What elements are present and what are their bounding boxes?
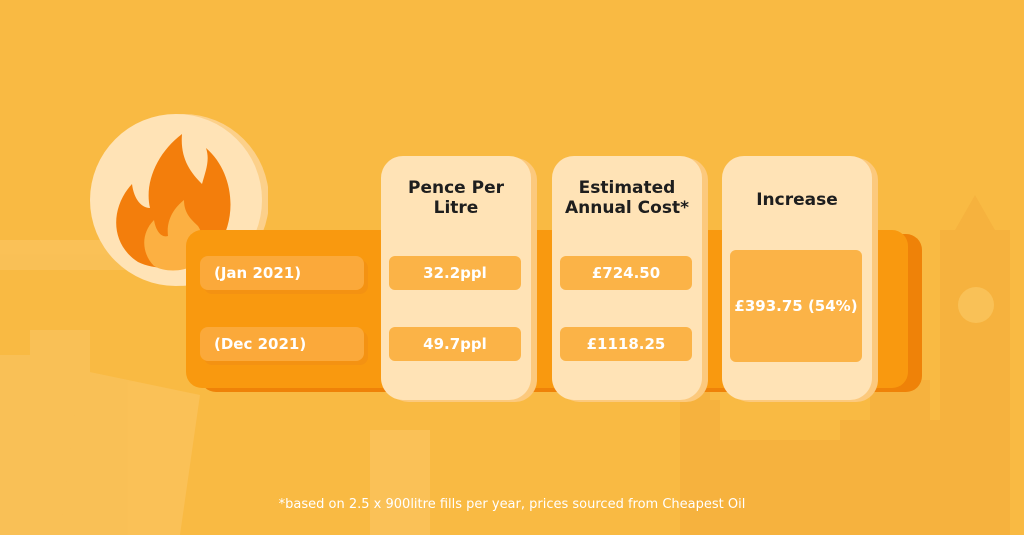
row-label-jan-2021: (Jan 2021) <box>200 256 364 290</box>
header-line: Pence Per <box>408 178 504 198</box>
column-increase: Increase £393.75 (54%) <box>722 156 872 400</box>
footnote: *based on 2.5 x 900litre fills per year,… <box>278 497 746 512</box>
header-line: Litre <box>433 198 479 218</box>
header-line: Estimated <box>578 178 676 198</box>
cell-dec-annual-cost: £1118.25 <box>560 327 692 361</box>
column-header-estimated-annual-cost: Estimated Annual Cost* <box>552 178 702 218</box>
row-label-dec-2021: (Dec 2021) <box>200 327 364 361</box>
column-estimated-annual-cost: Estimated Annual Cost* £724.50 £1118.25 <box>552 156 702 400</box>
cell-jan-pence-per-litre: 32.2ppl <box>389 256 521 290</box>
header-line: Annual Cost* <box>565 198 689 218</box>
cell-increase-value: £393.75 (54%) <box>730 250 862 362</box>
column-pence-per-litre: Pence Per Litre 32.2ppl 49.7ppl <box>381 156 531 400</box>
column-header-pence-per-litre: Pence Per Litre <box>381 178 531 218</box>
cell-dec-pence-per-litre: 49.7ppl <box>389 327 521 361</box>
cell-jan-annual-cost: £724.50 <box>560 256 692 290</box>
column-header-increase: Increase <box>756 190 838 210</box>
